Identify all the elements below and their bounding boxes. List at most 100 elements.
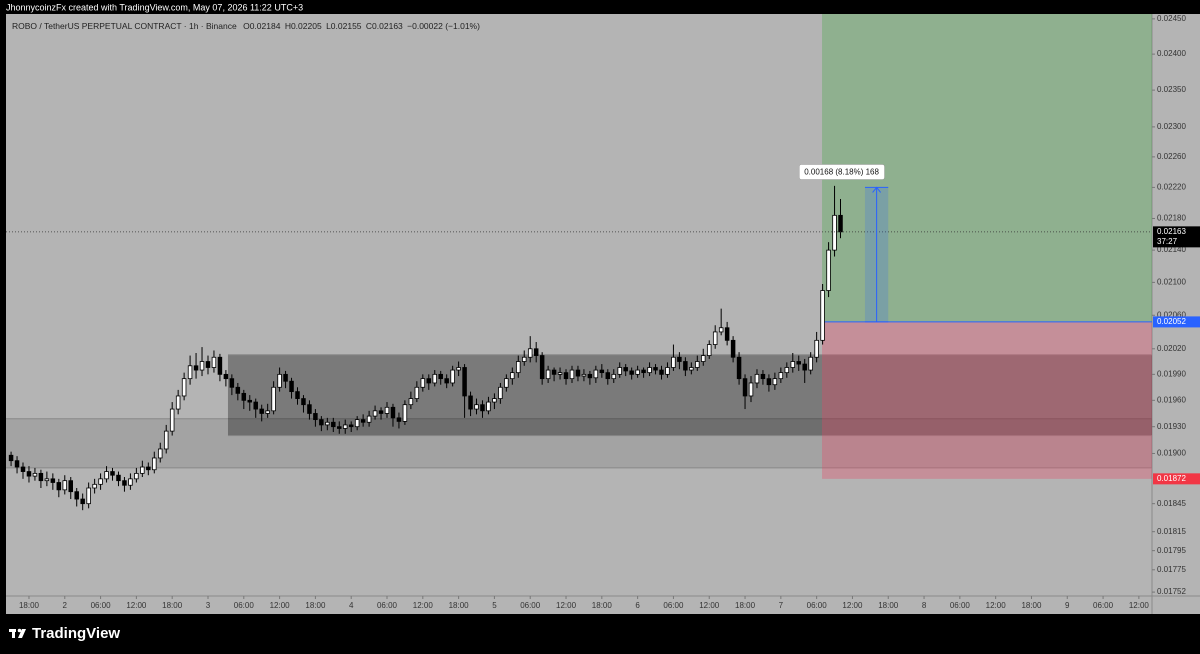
x-tick-label: 18:00 <box>449 601 470 610</box>
y-tick-label: 0.01752 <box>1157 587 1186 596</box>
candle-body <box>217 356 223 375</box>
stop-box <box>1153 473 1200 485</box>
x-tick-label: 6 <box>635 601 640 610</box>
candle-body <box>468 395 473 410</box>
candle-body <box>724 327 730 341</box>
ohlc-value: 0.02163 <box>372 21 403 31</box>
candle-body <box>342 424 348 429</box>
candle-body <box>456 367 461 371</box>
candle-body <box>140 466 145 474</box>
x-tick-label: 12:00 <box>126 601 147 610</box>
candle-body <box>450 369 455 384</box>
candle-body <box>683 361 688 371</box>
candle-body <box>432 373 437 384</box>
candle-body <box>545 369 551 380</box>
candle-body <box>712 331 718 345</box>
candle-body <box>438 373 443 380</box>
candle-body <box>205 361 211 368</box>
candle-body <box>796 361 801 365</box>
candle-body <box>522 356 527 362</box>
candle-body <box>695 361 700 368</box>
candle-body <box>474 404 479 410</box>
x-tick-label: 06:00 <box>377 601 398 610</box>
candle-body <box>193 365 199 371</box>
ohlc-value: 0.02205 <box>291 21 322 31</box>
candle-body <box>593 369 599 379</box>
x-tick-label: 7 <box>779 601 784 610</box>
candle-body <box>331 421 336 428</box>
zone <box>6 418 1152 468</box>
candle-body <box>647 367 652 374</box>
x-tick-label: 18:00 <box>19 601 40 610</box>
candle-body <box>104 471 109 480</box>
x-tick-label: 12:00 <box>270 601 291 610</box>
candle-body <box>247 399 253 403</box>
loss-zone <box>822 321 1152 479</box>
candle-body <box>790 361 796 368</box>
x-tick-label: 3 <box>206 601 211 610</box>
candle-body <box>74 491 79 500</box>
candle-body <box>372 410 378 417</box>
candle-body <box>134 472 139 480</box>
candle-body <box>158 448 163 459</box>
candle-body <box>486 401 491 412</box>
candle-body <box>199 361 205 371</box>
candle-body <box>748 382 754 397</box>
measure-arrowhead <box>872 186 882 193</box>
y-tick-label: 0.01795 <box>1157 546 1186 555</box>
candle-body <box>396 417 402 422</box>
x-tick-label: 06:00 <box>520 601 541 610</box>
candle-body <box>677 356 682 362</box>
candle-body <box>38 472 44 482</box>
candle-body <box>784 367 790 374</box>
candle-body <box>730 339 736 358</box>
candle-body <box>211 356 217 368</box>
y-tick-label: 0.02060 <box>1157 310 1186 319</box>
candle-body <box>360 419 366 423</box>
candle-body <box>623 367 628 372</box>
candle-body <box>539 355 545 380</box>
x-tick-label: 18:00 <box>878 601 899 610</box>
candle-body <box>772 378 778 386</box>
candle-body <box>348 424 354 428</box>
candle-body <box>390 406 396 419</box>
x-tick-label: 18:00 <box>1021 601 1042 610</box>
candle-body <box>569 369 575 380</box>
candle-body <box>575 369 581 377</box>
candle-body <box>319 419 324 426</box>
candle-body <box>617 367 622 375</box>
candle-body <box>56 482 62 491</box>
candle-body <box>659 369 664 375</box>
y-tick-label: 0.02180 <box>1157 214 1186 223</box>
candle-body <box>742 378 748 397</box>
candle-body <box>605 372 611 380</box>
ohlc-value: 0.02155 <box>331 21 362 31</box>
candle-body <box>820 290 825 341</box>
candle-body <box>766 378 772 386</box>
y-tick-label: 0.02260 <box>1157 152 1186 161</box>
candle-body <box>122 480 127 486</box>
candle-body <box>98 478 103 485</box>
candle-body <box>92 483 97 489</box>
y-tick-label: 0.01845 <box>1157 499 1186 508</box>
candle-body <box>354 419 360 428</box>
x-tick-label: 06:00 <box>807 601 828 610</box>
candle-body <box>366 415 372 423</box>
x-tick-label: 12:00 <box>413 601 434 610</box>
x-tick-label: 4 <box>349 601 354 610</box>
candle-body <box>235 386 241 394</box>
ohlc-label: C <box>366 21 372 31</box>
logo-part <box>12 629 15 638</box>
x-tick-label: 8 <box>922 601 927 610</box>
candle-body <box>283 373 288 382</box>
candle-body <box>581 373 587 377</box>
candles <box>8 185 843 511</box>
candle-body <box>181 378 187 397</box>
candle-body <box>265 410 270 414</box>
x-tick-label: 18:00 <box>162 601 183 610</box>
x-tick-label: 18:00 <box>592 601 613 610</box>
candle-body <box>384 406 390 414</box>
symbol: ROBO / TetherUS PERPETUAL CONTRACT · 1h … <box>12 21 237 31</box>
candle-body <box>301 398 306 406</box>
